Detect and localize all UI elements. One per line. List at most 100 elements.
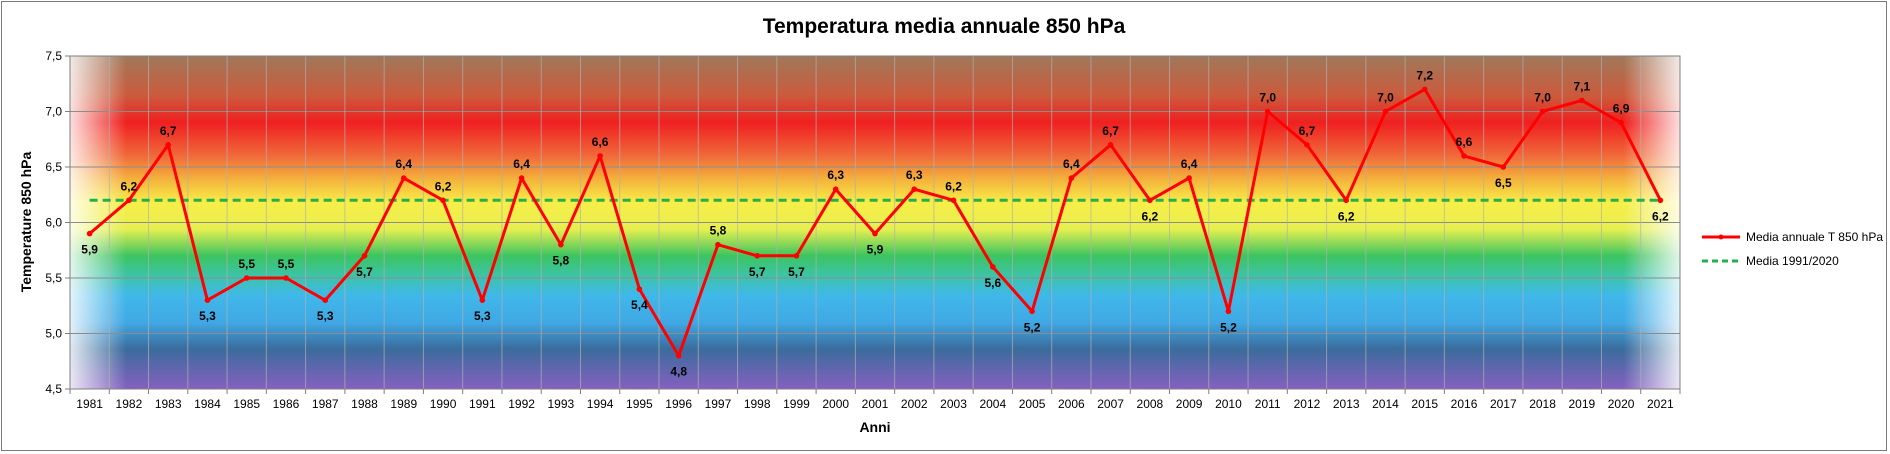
data-label: 6,7	[1102, 124, 1119, 138]
y-axis-ticks: 4,5 5,0 5,5 6,0 6,5 7,0 7,5	[45, 49, 70, 396]
data-label: 6,6	[1456, 135, 1473, 149]
x-tick-label: 1990	[430, 397, 457, 411]
legend: Media annuale T 850 hPa Media 1991/2020	[1702, 230, 1883, 268]
data-label: 6,9	[1613, 102, 1630, 116]
data-label: 5,5	[238, 257, 255, 271]
x-tick-label: 2012	[1294, 397, 1321, 411]
data-point	[1343, 197, 1350, 204]
legend-marker-annual-mean	[1718, 234, 1724, 240]
x-tick-label: 2017	[1490, 397, 1517, 411]
data-point	[479, 297, 486, 304]
data-label: 5,2	[1220, 320, 1237, 334]
data-label: 5,6	[984, 276, 1001, 290]
data-label: 6,2	[1142, 209, 1159, 223]
data-label: 7,0	[1377, 91, 1394, 105]
x-tick-label: 1994	[587, 397, 614, 411]
data-label: 5,4	[631, 298, 648, 312]
data-point	[1500, 164, 1507, 170]
x-tick-label: 2020	[1608, 397, 1635, 411]
x-tick-label: 1991	[469, 397, 496, 411]
x-tick-label: 1992	[508, 397, 535, 411]
data-point	[243, 275, 250, 281]
x-tick-label: 1997	[705, 397, 732, 411]
x-tick-label: 1984	[194, 397, 221, 411]
data-point	[636, 286, 643, 292]
data-point	[518, 175, 525, 181]
data-point	[754, 253, 760, 259]
data-point	[1029, 308, 1035, 315]
data-point	[1618, 119, 1624, 126]
x-tick-label: 2016	[1451, 397, 1478, 411]
data-label: 5,9	[81, 243, 98, 257]
x-tick-label: 1983	[155, 397, 182, 411]
legend-label-baseline: Media 1991/2020	[1746, 254, 1839, 268]
legend-label-annual-mean: Media annuale T 850 hPa	[1746, 230, 1883, 244]
data-point	[832, 186, 839, 192]
y-tick-label: 6,5	[45, 160, 62, 174]
data-label: 6,6	[592, 135, 609, 149]
data-point	[675, 352, 682, 359]
x-tick-label: 2009	[1176, 397, 1203, 411]
data-label: 5,7	[788, 265, 805, 279]
x-tick-label: 1989	[390, 397, 417, 411]
x-tick-label: 2019	[1568, 397, 1595, 411]
x-tick-label: 2013	[1333, 397, 1360, 411]
data-label: 6,4	[513, 157, 530, 171]
data-point	[86, 230, 93, 237]
data-point	[1107, 142, 1114, 148]
x-tick-label: 2018	[1529, 397, 1556, 411]
x-tick-label: 2001	[862, 397, 889, 411]
x-axis-title: Anni	[859, 419, 890, 435]
data-label: 5,5	[278, 257, 295, 271]
data-point	[558, 241, 564, 248]
y-tick-label: 5,5	[45, 271, 62, 285]
data-point	[1264, 108, 1271, 115]
x-tick-label: 2010	[1215, 397, 1242, 411]
y-axis-title: Temperature 850 hPa	[18, 152, 34, 293]
x-tick-label: 1982	[116, 397, 143, 411]
data-point	[126, 197, 132, 204]
data-label: 5,8	[710, 224, 727, 238]
data-label: 5,7	[749, 265, 766, 279]
y-tick-label: 7,0	[45, 105, 62, 119]
data-point	[1421, 86, 1428, 93]
data-label: 6,2	[121, 179, 138, 193]
data-label: 5,2	[1024, 320, 1041, 334]
x-tick-label: 2021	[1647, 397, 1674, 411]
data-label: 7,0	[1259, 91, 1276, 105]
data-label: 6,7	[160, 124, 177, 138]
data-label: 5,3	[317, 309, 334, 323]
data-point	[1657, 197, 1664, 204]
data-point	[1304, 142, 1310, 148]
data-point	[165, 142, 171, 148]
x-tick-label: 2014	[1372, 397, 1399, 411]
y-tick-label: 6,0	[45, 216, 62, 230]
y-tick-label: 4,5	[45, 382, 62, 396]
data-point	[990, 264, 996, 270]
x-tick-label: 1999	[783, 397, 810, 411]
data-point	[1539, 108, 1546, 115]
x-tick-label: 2005	[1019, 397, 1046, 411]
x-tick-label: 1986	[273, 397, 300, 411]
x-tick-label: 1993	[548, 397, 575, 411]
x-tick-label: 1987	[312, 397, 339, 411]
data-point	[715, 241, 721, 248]
x-tick-label: 2011	[1255, 397, 1281, 411]
x-tick-label: 2006	[1058, 397, 1085, 411]
data-point	[597, 153, 603, 159]
data-point	[872, 230, 878, 237]
data-label: 6,5	[1495, 176, 1512, 190]
y-tick-label: 7,5	[45, 49, 62, 63]
data-label: 7,1	[1573, 79, 1590, 93]
data-point	[322, 297, 329, 304]
data-label: 7,2	[1416, 68, 1433, 82]
data-label: 6,7	[1299, 124, 1316, 138]
x-tick-label: 2008	[1137, 397, 1164, 411]
x-tick-label: 2004	[979, 397, 1006, 411]
data-label: 5,9	[867, 243, 884, 257]
data-label: 6,4	[395, 157, 412, 171]
data-label: 5,3	[474, 309, 491, 323]
data-label: 6,2	[435, 179, 452, 193]
data-label: 6,4	[1063, 157, 1080, 171]
